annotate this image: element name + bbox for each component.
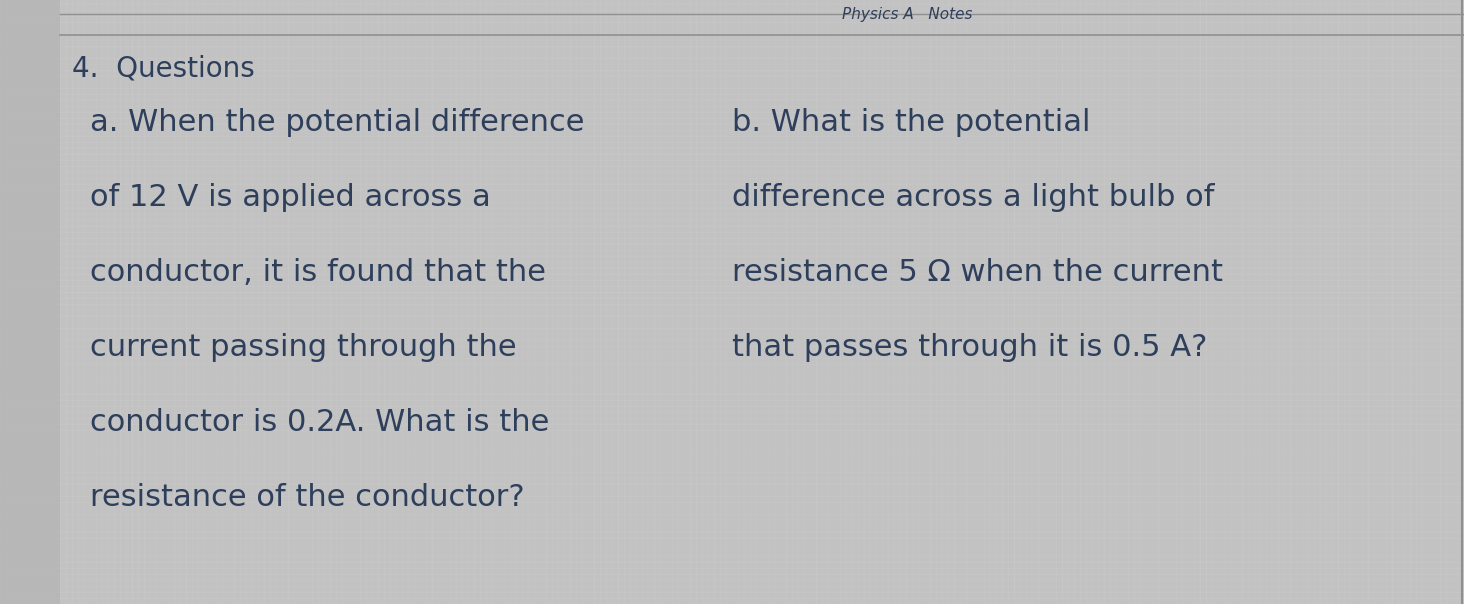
Text: difference across a light bulb of: difference across a light bulb of — [732, 183, 1214, 212]
Text: conductor is 0.2A. What is the: conductor is 0.2A. What is the — [89, 408, 549, 437]
Text: resistance of the conductor?: resistance of the conductor? — [89, 483, 524, 512]
Text: 4.  Questions: 4. Questions — [72, 55, 255, 83]
Text: of 12 V is applied across a: of 12 V is applied across a — [89, 183, 490, 212]
Text: that passes through it is 0.5 A?: that passes through it is 0.5 A? — [732, 333, 1208, 362]
Text: b. What is the potential: b. What is the potential — [732, 108, 1091, 137]
Text: conductor, it is found that the: conductor, it is found that the — [89, 258, 546, 287]
Text: Physics A   Notes: Physics A Notes — [842, 7, 974, 22]
Text: a. When the potential difference: a. When the potential difference — [89, 108, 584, 137]
Bar — [0, 0, 60, 604]
Text: current passing through the: current passing through the — [89, 333, 517, 362]
Text: resistance 5 Ω when the current: resistance 5 Ω when the current — [732, 258, 1222, 287]
